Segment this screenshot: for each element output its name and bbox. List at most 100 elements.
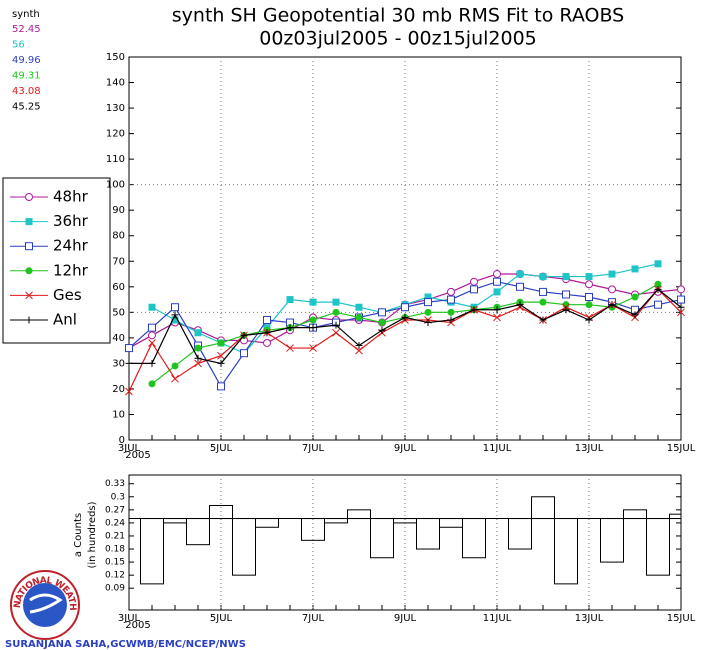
x-tick-label: 11JUL xyxy=(483,443,512,454)
y-tick-label: 30 xyxy=(112,358,125,369)
data-point xyxy=(608,285,616,294)
data-point xyxy=(263,329,271,337)
data-point xyxy=(171,374,179,383)
data-point xyxy=(171,362,179,370)
data-point xyxy=(355,346,363,355)
data-point xyxy=(125,387,133,396)
data-point xyxy=(447,295,455,304)
y-tick-label: 140 xyxy=(106,78,125,89)
data-point xyxy=(148,331,156,340)
model-label: synth xyxy=(12,9,40,20)
bar xyxy=(301,518,325,541)
data-point xyxy=(355,313,363,321)
bar xyxy=(600,518,624,563)
data-point xyxy=(562,306,570,314)
credit: SURANJANA SAHA,GCWMB/EMC/NCEP/NWS xyxy=(5,639,246,650)
x-tick-label: 5JUL xyxy=(210,443,233,454)
data-point xyxy=(470,277,478,286)
legend-marker xyxy=(25,267,33,275)
data-point xyxy=(401,303,409,312)
data-point xyxy=(516,301,524,309)
bar xyxy=(669,513,682,520)
data-point xyxy=(125,344,133,353)
x-tick-label: 3JUL xyxy=(118,443,141,454)
data-point xyxy=(332,308,340,316)
data-point xyxy=(171,311,179,319)
y-axis-label: (in hundreds) xyxy=(87,501,98,568)
data-point xyxy=(447,308,455,316)
mean-value: 52.45 xyxy=(12,24,41,35)
data-point xyxy=(631,265,639,273)
data-point xyxy=(608,270,616,278)
data-point xyxy=(263,338,271,347)
data-point xyxy=(424,319,432,327)
y-tick-label: 0.24 xyxy=(105,518,125,528)
y-tick-label: 0.21 xyxy=(105,531,125,541)
data-point xyxy=(493,306,501,314)
data-point xyxy=(424,293,432,301)
bar xyxy=(163,518,187,524)
data-point xyxy=(585,316,593,324)
data-point xyxy=(148,339,156,347)
y-tick-label: 0.09 xyxy=(105,584,125,594)
data-point xyxy=(631,311,639,319)
y-tick-label: 80 xyxy=(112,231,125,242)
data-point xyxy=(125,359,133,367)
y-tick-label: 110 xyxy=(106,154,125,165)
bar xyxy=(439,518,463,528)
data-point xyxy=(585,301,593,309)
logo xyxy=(29,593,63,614)
data-point xyxy=(309,324,317,332)
plot-frame xyxy=(128,56,682,441)
bar xyxy=(623,509,647,520)
data-point xyxy=(585,280,593,289)
legend-label: Ges xyxy=(53,286,82,304)
data-point xyxy=(631,293,639,301)
mean-value: 45.25 xyxy=(12,102,41,113)
y-tick-label: 0 xyxy=(119,435,125,446)
data-point xyxy=(286,344,294,352)
y-tick-label: 130 xyxy=(106,103,125,114)
bar xyxy=(324,518,348,524)
data-point xyxy=(677,285,685,294)
data-point xyxy=(516,282,524,291)
data-point xyxy=(424,308,432,316)
data-point xyxy=(378,308,386,317)
data-point xyxy=(654,280,662,288)
data-point xyxy=(148,359,156,367)
x-tick-label: 11JUL xyxy=(483,613,512,624)
bar xyxy=(531,496,555,520)
y-tick-label: 20 xyxy=(112,384,125,395)
data-point xyxy=(309,344,317,352)
data-point xyxy=(194,329,202,337)
data-point xyxy=(677,303,685,311)
data-point xyxy=(470,285,478,294)
data-point xyxy=(240,349,248,358)
data-point xyxy=(585,293,593,302)
y-tick-label: 60 xyxy=(112,282,125,293)
data-point xyxy=(608,301,616,309)
legend-label: 48hr xyxy=(53,188,89,206)
x-tick-label: 15JUL xyxy=(667,443,696,454)
data-point xyxy=(493,277,501,286)
x-year: 2005 xyxy=(125,450,150,461)
data-point xyxy=(194,344,202,352)
data-point xyxy=(539,273,547,281)
chart-subtitle: 00z03jul2005 - 00z15jul2005 xyxy=(259,28,537,50)
data-point xyxy=(378,319,386,327)
data-point xyxy=(562,290,570,299)
y-tick-label: 0.33 xyxy=(105,479,125,489)
data-point xyxy=(217,351,225,360)
bar xyxy=(462,518,486,559)
legend-box xyxy=(2,177,111,344)
legend-marker xyxy=(25,218,33,226)
x-tick-label: 15JUL xyxy=(667,613,696,624)
y-tick-label: 0.15 xyxy=(105,558,125,568)
data-point xyxy=(562,301,570,309)
bar xyxy=(416,518,440,550)
y-tick-label: 0.27 xyxy=(105,505,125,515)
legend-label: Anl xyxy=(53,311,77,329)
data-point xyxy=(470,306,478,314)
data-point xyxy=(194,359,202,368)
y-tick-label: 0.18 xyxy=(105,545,125,555)
